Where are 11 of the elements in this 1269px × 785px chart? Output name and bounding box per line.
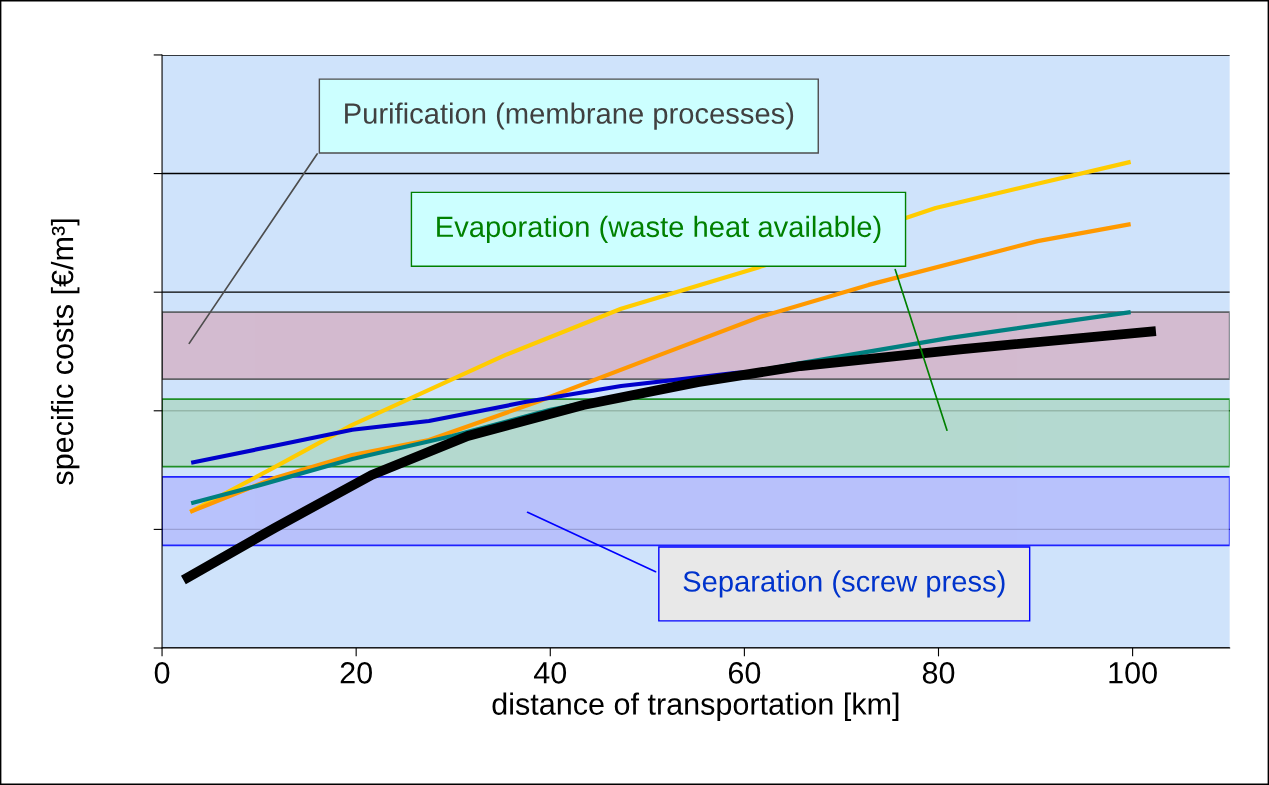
band-label: Evaporation (waste heat available) bbox=[437, 215, 881, 243]
x-tick-label: 100 bbox=[1109, 662, 1157, 684]
x-tick-label: 40 bbox=[533, 662, 567, 684]
x-tick-label: 0 bbox=[154, 662, 170, 684]
y-axis-title: specific costs [€/m³] bbox=[50, 219, 80, 485]
x-tick-label: 80 bbox=[922, 662, 955, 684]
band-label: Separation (screw press) bbox=[683, 570, 1005, 598]
x-tick-label: 20 bbox=[340, 662, 372, 684]
band-label: Purification (membrane processes) bbox=[345, 102, 794, 130]
x-axis-title: distance of transportation [km] bbox=[492, 692, 899, 721]
x-tick-label: 60 bbox=[728, 662, 761, 684]
